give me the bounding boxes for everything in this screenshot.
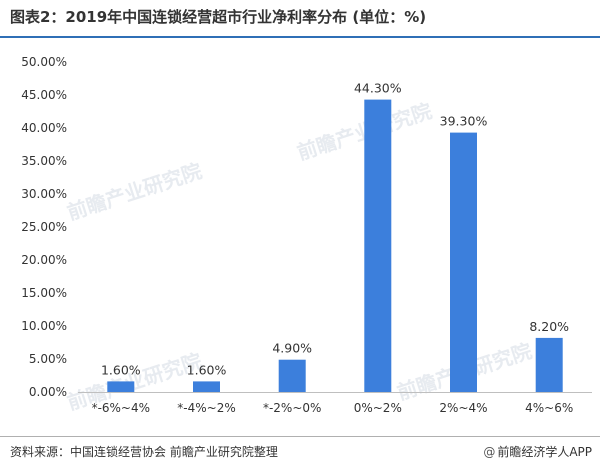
y-tick-label: 10.00% <box>21 319 67 333</box>
x-tick-label: 4%~6% <box>525 401 573 415</box>
x-tick-label: 2%~4% <box>439 401 487 415</box>
data-label: 8.20% <box>529 319 569 334</box>
y-tick-label: 20.00% <box>21 253 67 267</box>
at-icon: @ <box>483 445 496 459</box>
y-tick-label: 25.00% <box>21 220 67 234</box>
x-tick-label: *-6%~4% <box>92 401 150 415</box>
y-tick-label: 0.00% <box>29 385 67 399</box>
bar-chart: 前瞻产业研究院 前瞻产业研究院 前瞻产业研究院 前瞻产业研究院 0.00%5.0… <box>21 55 592 415</box>
y-tick-label: 15.00% <box>21 286 67 300</box>
title-divider <box>0 36 600 38</box>
data-label: 1.60% <box>187 362 227 377</box>
y-tick-label: 30.00% <box>21 187 67 201</box>
y-axis: 0.00% 5.00% 10.00% 15.00% 20.00% 25.00% 30.00%… <box>21 55 67 399</box>
chart-title: 图表2：2019年中国连锁经营超市行业净利率分布 (单位：%) <box>10 8 427 26</box>
bar <box>278 359 306 392</box>
y-tick-label: 45.00% <box>21 88 67 102</box>
footer-divider <box>0 436 600 437</box>
data-label: 1.60% <box>101 362 141 377</box>
x-tick-label: *-2%~0% <box>263 401 321 415</box>
bar <box>193 381 220 392</box>
source-note: 资料来源：中国连锁经营协会 前瞻产业研究院整理 <box>10 445 278 459</box>
bars-group: 1.60% 1.60% 4.90% 44.30% 39.30% 8.20% <box>101 81 569 392</box>
data-label: 4.90% <box>272 341 312 356</box>
data-label: 39.30% <box>440 114 488 129</box>
y-tick-label: 35.00% <box>21 154 67 168</box>
y-tick-label: 5.00% <box>29 352 67 366</box>
bar <box>535 337 563 392</box>
x-tick-label: 0%~2% <box>354 401 402 415</box>
brand-name: 前瞻经济学人APP <box>497 445 592 459</box>
brand-credit: @ 前瞻经济学人APP <box>483 440 592 464</box>
y-tick-label: 40.00% <box>21 121 67 135</box>
data-label: 44.30% <box>354 81 402 96</box>
x-axis: *-6%~4% *-4%~2% *-2%~0% 0%~2% 2%~4% 4%~6% <box>92 401 574 415</box>
bar <box>364 99 392 392</box>
bar <box>450 132 477 392</box>
x-tick-label: *-4%~2% <box>177 401 235 415</box>
bar <box>107 381 135 392</box>
y-tick-label: 50.00% <box>21 55 67 69</box>
watermark-text: 前瞻产业研究院 <box>64 159 205 225</box>
